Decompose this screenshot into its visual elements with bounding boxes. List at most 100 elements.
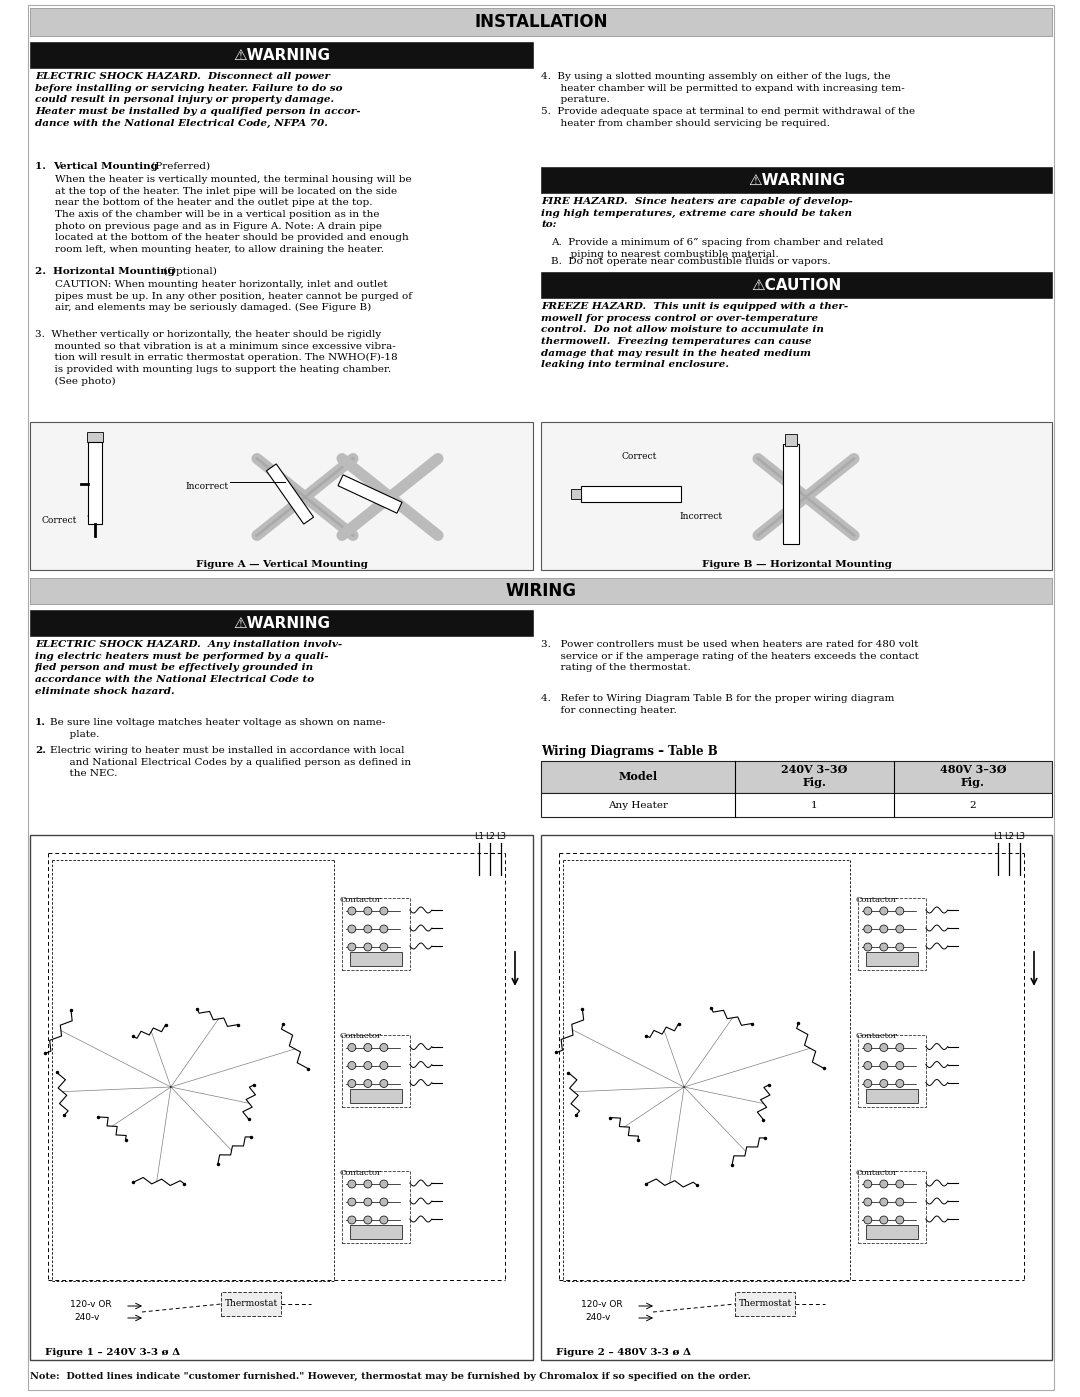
Bar <box>30 422 534 570</box>
Bar <box>350 951 402 965</box>
Polygon shape <box>267 464 313 524</box>
Text: Wiring Diagrams – Table B: Wiring Diagrams – Table B <box>541 745 717 759</box>
Bar <box>342 1035 410 1106</box>
Circle shape <box>364 1215 372 1224</box>
Circle shape <box>348 943 356 951</box>
Circle shape <box>348 925 356 933</box>
Text: Fig.: Fig. <box>802 778 826 788</box>
Circle shape <box>348 1044 356 1052</box>
Bar <box>350 1225 402 1239</box>
Text: 120-v OR: 120-v OR <box>70 1301 111 1309</box>
Bar <box>858 1035 926 1106</box>
Circle shape <box>880 1180 888 1187</box>
Circle shape <box>895 943 904 951</box>
Text: 2.: 2. <box>35 267 53 277</box>
Text: 3.  Whether vertically or horizontally, the heater should be rigidly
      mount: 3. Whether vertically or horizontally, t… <box>35 330 397 386</box>
Text: Figure A — Vertical Mounting: Figure A — Vertical Mounting <box>195 560 367 569</box>
Text: Thermostat: Thermostat <box>739 1299 792 1309</box>
Circle shape <box>864 907 872 915</box>
Text: 120-v OR: 120-v OR <box>581 1301 623 1309</box>
Circle shape <box>364 1044 372 1052</box>
Text: 240V 3–3Ø: 240V 3–3Ø <box>781 764 848 774</box>
Circle shape <box>895 1044 904 1052</box>
Text: Thermostat: Thermostat <box>225 1299 278 1309</box>
Text: INSTALLATION: INSTALLATION <box>474 13 608 31</box>
Bar <box>541 793 1052 817</box>
Bar <box>342 898 410 970</box>
Text: 2.: 2. <box>35 746 46 754</box>
Text: 4.  By using a slotted mounting assembly on either of the lugs, the
      heater: 4. By using a slotted mounting assembly … <box>541 73 915 127</box>
Circle shape <box>380 1199 388 1206</box>
Circle shape <box>380 1062 388 1070</box>
Text: 1: 1 <box>811 800 818 809</box>
Text: Model: Model <box>619 771 658 782</box>
Text: Correct: Correct <box>42 515 78 525</box>
Circle shape <box>880 1080 888 1087</box>
Text: Contactor: Contactor <box>855 1032 897 1041</box>
Text: L2: L2 <box>485 833 495 841</box>
Bar <box>30 578 1052 604</box>
Bar <box>581 486 681 502</box>
Text: Vertical Mounting: Vertical Mounting <box>53 162 158 170</box>
Bar <box>87 432 103 441</box>
Circle shape <box>895 907 904 915</box>
Text: B.  Do not operate near combustible fluids or vapors.: B. Do not operate near combustible fluid… <box>551 257 831 265</box>
Circle shape <box>864 925 872 933</box>
Text: ELECTRIC SHOCK HAZARD.  Disconnect all power
before installing or servicing heat: ELECTRIC SHOCK HAZARD. Disconnect all po… <box>35 73 361 127</box>
Text: L3: L3 <box>1015 833 1025 841</box>
Bar <box>858 1171 926 1243</box>
Circle shape <box>864 1180 872 1187</box>
Circle shape <box>364 1199 372 1206</box>
Circle shape <box>895 1062 904 1070</box>
Circle shape <box>364 1062 372 1070</box>
Circle shape <box>864 1199 872 1206</box>
Bar <box>783 444 799 543</box>
Circle shape <box>864 1080 872 1087</box>
Bar <box>350 1088 402 1102</box>
Circle shape <box>348 1215 356 1224</box>
Circle shape <box>895 1199 904 1206</box>
Circle shape <box>880 1199 888 1206</box>
Text: Horizontal Mounting: Horizontal Mounting <box>53 267 175 277</box>
Text: FIRE HAZARD.  Since heaters are capable of develop-
ing high temperatures, extre: FIRE HAZARD. Since heaters are capable o… <box>541 197 853 229</box>
Circle shape <box>348 1180 356 1187</box>
Circle shape <box>380 1215 388 1224</box>
Bar <box>30 610 534 636</box>
Text: Fig.: Fig. <box>961 778 985 788</box>
Text: 480V 3–3Ø: 480V 3–3Ø <box>940 764 1007 774</box>
Circle shape <box>364 925 372 933</box>
Bar <box>541 272 1052 298</box>
Circle shape <box>364 943 372 951</box>
Bar <box>87 441 102 524</box>
Bar <box>735 1292 795 1316</box>
Text: CAUTION: When mounting heater horizontally, inlet and outlet
pipes must be up. I: CAUTION: When mounting heater horizontal… <box>55 279 411 313</box>
Circle shape <box>348 907 356 915</box>
Text: 1.: 1. <box>35 162 53 170</box>
Circle shape <box>880 1215 888 1224</box>
Text: ELECTRIC SHOCK HAZARD.  Any installation involv-
ing electric heaters must be pe: ELECTRIC SHOCK HAZARD. Any installation … <box>35 640 342 696</box>
Text: 3.   Power controllers must be used when heaters are rated for 480 volt
      se: 3. Power controllers must be used when h… <box>541 640 919 672</box>
Text: Contactor: Contactor <box>340 895 382 904</box>
Bar <box>571 489 581 499</box>
Text: (Preferred): (Preferred) <box>148 162 211 170</box>
Circle shape <box>380 1080 388 1087</box>
Circle shape <box>380 1180 388 1187</box>
Text: 240-v: 240-v <box>585 1313 610 1322</box>
Text: ⚠WARNING: ⚠WARNING <box>748 172 845 187</box>
Text: Contactor: Contactor <box>855 1169 897 1178</box>
Bar <box>30 42 534 68</box>
Bar <box>785 434 797 446</box>
Circle shape <box>895 1080 904 1087</box>
Text: FREEZE HAZARD.  This unit is equipped with a ther-
mowell for process control or: FREEZE HAZARD. This unit is equipped wit… <box>541 302 848 369</box>
Polygon shape <box>338 475 402 513</box>
Circle shape <box>880 907 888 915</box>
Circle shape <box>364 1180 372 1187</box>
Circle shape <box>380 925 388 933</box>
Text: 4.   Refer to Wiring Diagram Table B for the proper wiring diagram
      for con: 4. Refer to Wiring Diagram Table B for t… <box>541 694 894 715</box>
Text: ⚠WARNING: ⚠WARNING <box>233 616 330 630</box>
Text: Figure B — Horizontal Mounting: Figure B — Horizontal Mounting <box>702 560 891 569</box>
Bar <box>541 168 1052 193</box>
Circle shape <box>880 943 888 951</box>
Circle shape <box>864 1062 872 1070</box>
Bar <box>541 835 1052 1361</box>
